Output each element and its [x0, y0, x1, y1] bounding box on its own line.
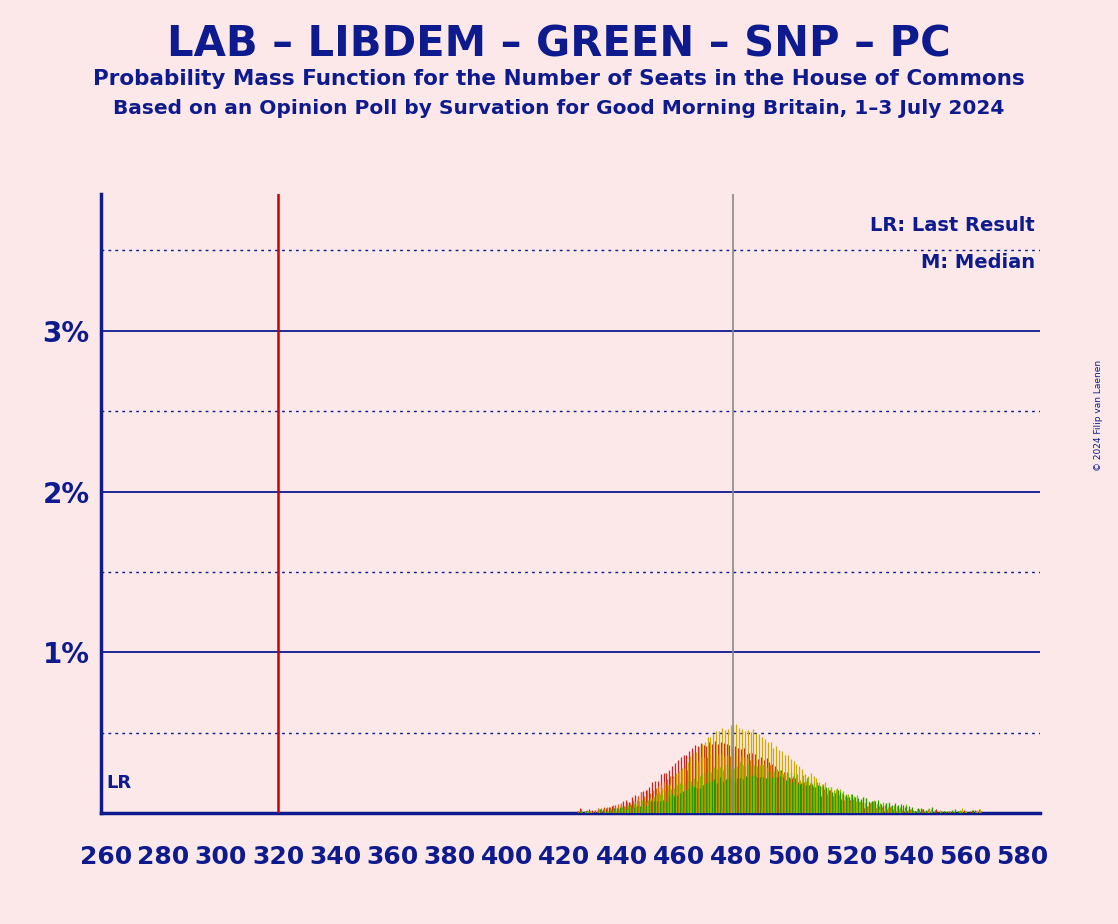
Text: 580: 580: [996, 845, 1049, 869]
Text: Based on an Opinion Poll by Survation for Good Morning Britain, 1–3 July 2024: Based on an Opinion Poll by Survation fo…: [113, 99, 1005, 118]
Text: 540: 540: [882, 845, 935, 869]
Text: 300: 300: [195, 845, 247, 869]
Text: 280: 280: [138, 845, 190, 869]
Text: LR: Last Result: LR: Last Result: [870, 215, 1035, 235]
Text: 260: 260: [80, 845, 132, 869]
Text: 440: 440: [596, 845, 647, 869]
Text: 340: 340: [310, 845, 361, 869]
Text: Probability Mass Function for the Number of Seats in the House of Commons: Probability Mass Function for the Number…: [93, 69, 1025, 90]
Text: 400: 400: [481, 845, 533, 869]
Text: 500: 500: [767, 845, 819, 869]
Text: 380: 380: [424, 845, 476, 869]
Text: M: Median: M: Median: [921, 253, 1035, 272]
Text: LAB – LIBDEM – GREEN – SNP – PC: LAB – LIBDEM – GREEN – SNP – PC: [167, 23, 951, 65]
Text: © 2024 Filip van Laenen: © 2024 Filip van Laenen: [1095, 360, 1103, 471]
Text: 560: 560: [939, 845, 992, 869]
Text: 320: 320: [252, 845, 304, 869]
Text: 420: 420: [539, 845, 590, 869]
Text: LR: LR: [106, 774, 132, 792]
Text: 360: 360: [367, 845, 419, 869]
Text: 480: 480: [710, 845, 762, 869]
Text: 520: 520: [825, 845, 877, 869]
Text: 460: 460: [653, 845, 705, 869]
